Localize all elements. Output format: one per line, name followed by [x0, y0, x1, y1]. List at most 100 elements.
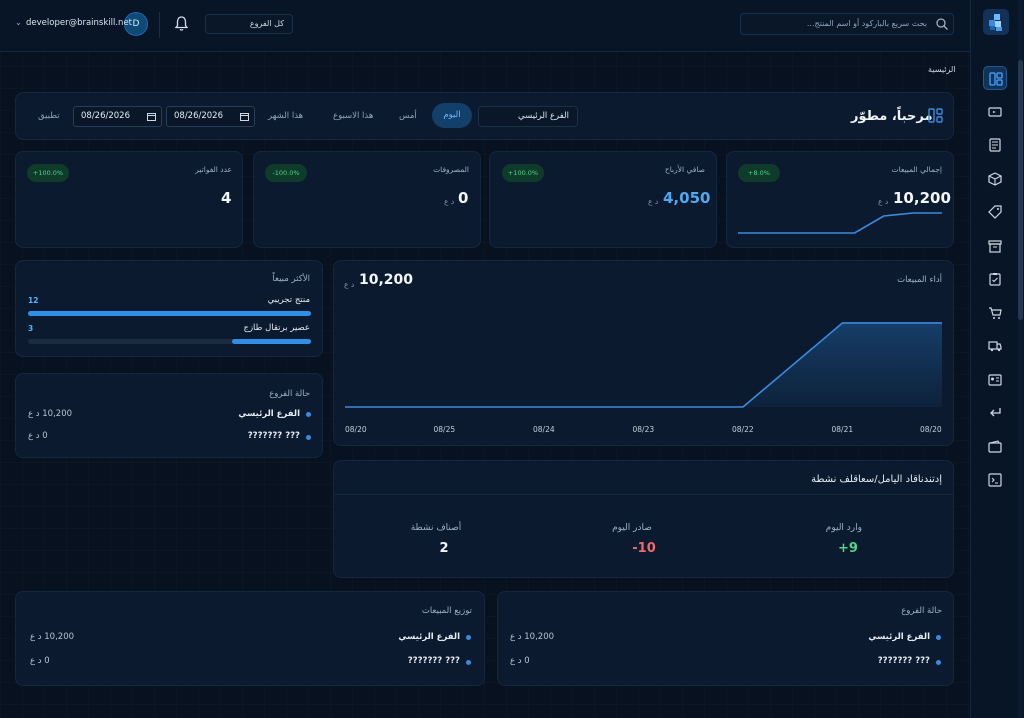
scrollbar-thumb[interactable] — [1018, 60, 1023, 320]
trend-badge: -100.0% — [265, 164, 307, 182]
avatar[interactable]: D — [124, 12, 148, 36]
box-icon[interactable] — [983, 167, 1007, 191]
branch-name: الفرع الرئيسي — [868, 632, 930, 642]
metric-label: صادر اليوم — [612, 523, 652, 533]
period-this-week-button[interactable]: هذا الاسبوع — [333, 111, 374, 121]
card-title: إدتندناقاد اليامل/سعاقلف نشطة — [811, 474, 942, 485]
product-count: 3 — [28, 324, 34, 333]
branch-value: 0 د ع — [28, 431, 48, 441]
sidebar — [970, 0, 1024, 718]
x-tick-label: 08/24 — [533, 425, 555, 434]
date-from-field[interactable]: 08/26/2026 — [73, 106, 162, 127]
branch-value: 10,200 د ع — [30, 632, 75, 642]
product-name: منتج تجريبي — [267, 295, 310, 305]
branch-filter-select[interactable]: الفرع الرئيسي — [478, 106, 578, 127]
progress-track — [28, 339, 311, 344]
branch-value: 0 د ع — [30, 656, 50, 666]
stat-value: 4,050 — [663, 189, 711, 207]
currency-unit: د ع — [878, 197, 889, 206]
stat-label: المصروفات — [433, 165, 469, 174]
pos-icon[interactable] — [983, 100, 1007, 124]
bullet-dot — [936, 635, 941, 640]
metric-value: 2 — [439, 541, 449, 556]
dashboard-icon[interactable] — [983, 66, 1007, 90]
trend-badge: +100.0% — [27, 164, 69, 182]
card-title: الأكثر مبيعاً — [272, 274, 310, 284]
date-from-value: 08/26/2026 — [81, 111, 130, 121]
return-icon[interactable] — [983, 401, 1007, 425]
chart-area — [345, 322, 942, 407]
archive-icon[interactable] — [983, 234, 1007, 258]
search-icon[interactable] — [935, 17, 949, 31]
progress-fill — [231, 339, 311, 344]
date-to-value: 08/26/2026 — [174, 111, 223, 121]
stat-value: 10,200 — [893, 189, 951, 207]
bullet-dot — [466, 635, 471, 640]
branch-name: ??? ??????? — [407, 656, 460, 666]
branch-name: الفرع الرئيسي — [398, 632, 460, 642]
page-title: مرحباً، مطوّر — [851, 109, 933, 124]
bullet-dot — [466, 660, 471, 665]
sales-total: 10,200 — [359, 272, 414, 288]
clipboard-icon[interactable] — [983, 267, 1007, 291]
search-input[interactable]: بحث سريع بالباركود أو اسم المنتج... — [740, 13, 954, 35]
bullet-dot — [306, 412, 311, 417]
truck-icon[interactable] — [983, 334, 1007, 358]
trend-badge: +8.0% — [738, 164, 780, 182]
card-title: توزيع المبيعات — [421, 606, 472, 616]
apply-button[interactable]: تطبيق — [38, 111, 60, 121]
logo[interactable] — [983, 9, 1009, 35]
period-this-month-button[interactable]: هذا الشهر — [268, 111, 304, 121]
id-card-icon[interactable] — [983, 368, 1007, 392]
x-tick-label: 08/22 — [732, 425, 754, 434]
x-tick-label: 08/25 — [433, 425, 456, 434]
x-tick-label: 08/23 — [632, 425, 655, 434]
x-tick-label: 08/20 — [920, 425, 942, 434]
progress-fill — [28, 311, 311, 316]
chevron-down-icon[interactable]: ⌄ — [15, 18, 22, 27]
invoice-icon[interactable] — [983, 133, 1007, 157]
scrollbar-track[interactable] — [1018, 0, 1023, 718]
sales-sparkline — [738, 212, 942, 234]
branch-status-card — [15, 373, 323, 458]
date-to-field[interactable]: 08/26/2026 — [166, 106, 255, 127]
metric-label: وارد اليوم — [825, 523, 862, 533]
calendar-icon[interactable] — [147, 112, 156, 121]
period-today-button[interactable]: اليوم — [432, 103, 472, 128]
stat-label: إجمالي المبيعات — [891, 165, 942, 174]
currency-unit: د ع — [344, 280, 355, 289]
currency-unit: د ع — [444, 197, 455, 206]
bell-icon[interactable] — [174, 15, 189, 32]
card-title: حالة الفروع — [269, 389, 310, 399]
branch-value: 10,200 د ع — [510, 632, 555, 642]
stat-value: 0 — [458, 189, 469, 207]
branch-value: 0 د ع — [510, 656, 530, 666]
x-tick-label: 08/20 — [345, 425, 367, 434]
breadcrumb[interactable]: الرئيسية — [928, 65, 956, 74]
metric-label: أصناف نشطة — [410, 523, 462, 533]
stat-value: 4 — [221, 189, 232, 207]
wallet-icon[interactable] — [983, 435, 1007, 459]
branch-status-card — [497, 591, 954, 686]
branch-value: 10,200 د ع — [28, 409, 73, 419]
user-email[interactable]: developer@brainskill.net — [26, 18, 133, 28]
x-tick-label: 08/21 — [831, 425, 854, 434]
metric-value: -10 — [632, 541, 656, 556]
currency-unit: د ع — [648, 197, 659, 206]
branch-select[interactable]: كل الفروع — [205, 14, 293, 34]
cart-icon[interactable] — [983, 301, 1007, 325]
branch-name: ??? ??????? — [247, 431, 300, 441]
stat-label: عدد الفواتير — [195, 165, 232, 174]
header-divider — [159, 12, 160, 38]
product-count: 12 — [28, 296, 39, 305]
bullet-dot — [306, 435, 311, 440]
tag-icon[interactable] — [983, 200, 1007, 224]
card-title: حالة الفروع — [901, 606, 942, 616]
calendar-icon[interactable] — [240, 112, 249, 121]
sales-distribution-card — [15, 591, 485, 686]
period-yesterday-button[interactable]: أمس — [399, 111, 417, 121]
reports-icon[interactable] — [983, 468, 1007, 492]
divider — [334, 494, 953, 495]
product-name: عصير برتقال طازج — [243, 323, 310, 333]
sales-chart — [345, 322, 942, 408]
